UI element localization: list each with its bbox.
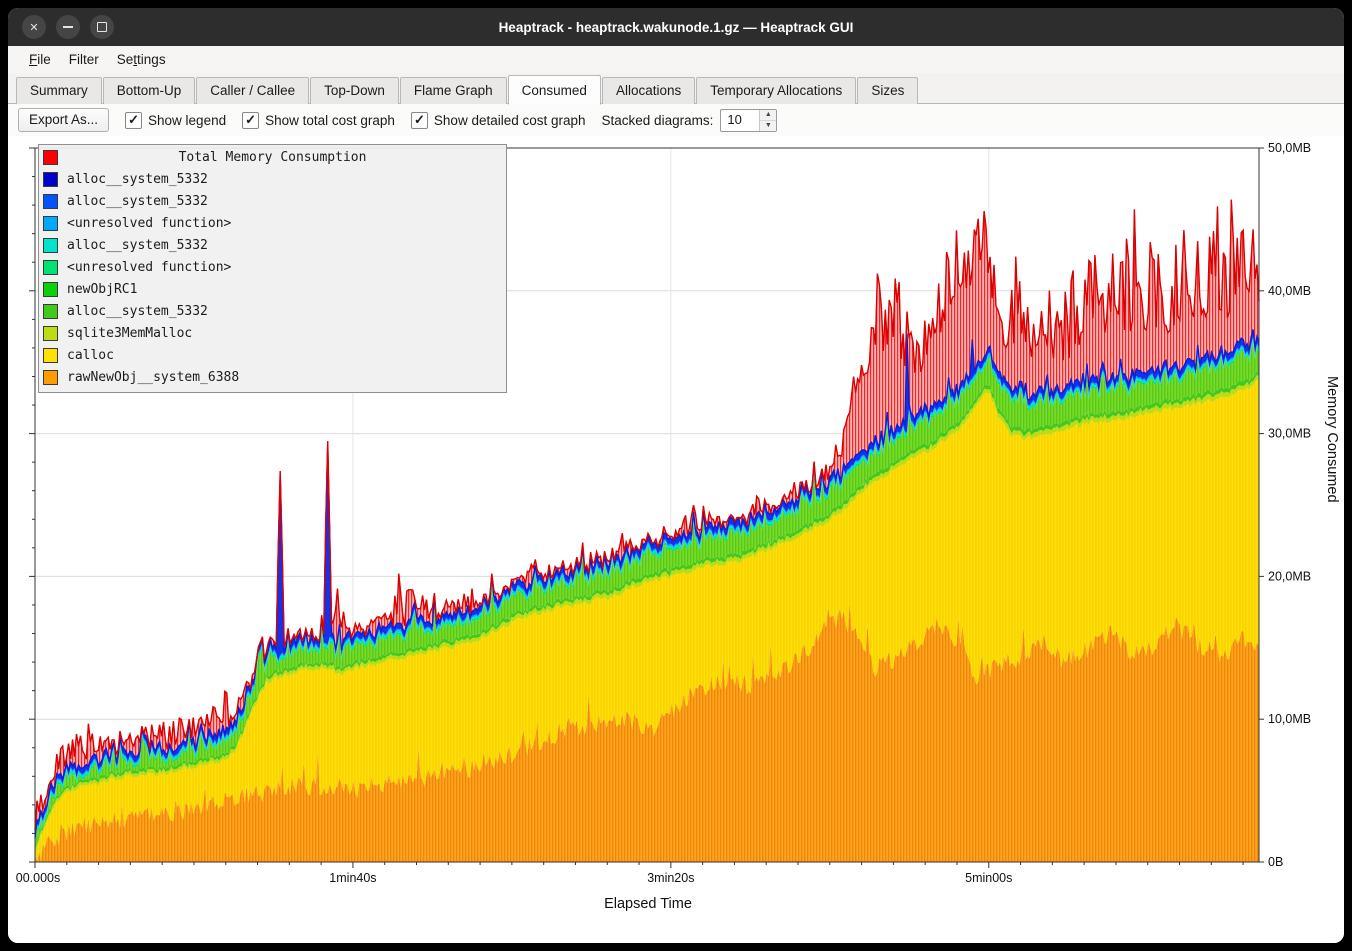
maximize-icon[interactable] <box>90 15 114 39</box>
checkbox-show-total-cost-graph[interactable]: ✓ Show total cost graph <box>242 111 395 129</box>
legend-swatch <box>43 303 58 319</box>
checkbox-label: Show legend <box>148 112 227 128</box>
legend-label: calloc <box>67 347 114 363</box>
legend-swatch <box>43 369 58 385</box>
legend-item: alloc__system_5332 <box>39 300 506 322</box>
legend-label: alloc__system_5332 <box>67 237 208 253</box>
checkbox-show-detailed-cost-graph[interactable]: ✓ Show detailed cost graph <box>410 111 586 129</box>
spin-buttons: ▲ ▼ <box>759 109 777 131</box>
legend-swatch <box>43 171 58 187</box>
legend-item: rawNewObj__system_6388 <box>39 366 506 388</box>
legend-item: calloc <box>39 344 506 366</box>
legend-item: alloc__system_5332 <box>39 190 506 212</box>
legend-item: <unresolved function> <box>39 212 506 234</box>
svg-text:30,0MB: 30,0MB <box>1268 427 1311 441</box>
spin-down-icon[interactable]: ▼ <box>760 120 777 131</box>
svg-text:3min20s: 3min20s <box>647 871 694 885</box>
close-icon[interactable]: ✕ <box>22 15 46 39</box>
tab-summary[interactable]: Summary <box>16 77 102 104</box>
app-window: ✕ Heaptrack - heaptrack.wakunode.1.gz — … <box>8 8 1344 943</box>
y-axis-title: Memory Consumed <box>1324 376 1340 503</box>
svg-text:0B: 0B <box>1268 855 1283 869</box>
tab-caller-callee[interactable]: Caller / Callee <box>196 77 310 104</box>
legend-label: rawNewObj__system_6388 <box>67 369 240 385</box>
svg-text:10,0MB: 10,0MB <box>1268 712 1311 726</box>
stacked-diagrams-label: Stacked diagrams: <box>601 112 714 128</box>
legend-swatch <box>43 347 58 363</box>
legend-item: <unresolved function> <box>39 256 506 278</box>
legend-title: Total Memory Consumption <box>178 150 367 165</box>
checkbox-label: Show detailed cost graph <box>433 112 586 128</box>
legend-swatch <box>43 193 58 209</box>
checkbox-box[interactable]: ✓ <box>242 111 260 129</box>
legend-swatch <box>43 281 58 297</box>
export-as-button[interactable]: Export As... <box>18 108 110 132</box>
legend-title-row: Total Memory Consumption <box>39 147 506 168</box>
x-axis-title: Elapsed Time <box>604 896 692 912</box>
legend-label: <unresolved function> <box>67 259 232 275</box>
menu-item-file[interactable]: File <box>29 52 51 67</box>
tab-consumed[interactable]: Consumed <box>507 75 601 105</box>
menu-item-filter[interactable]: Filter <box>68 52 99 67</box>
spin-up-icon[interactable]: ▲ <box>760 109 777 121</box>
legend-label: <unresolved function> <box>67 215 232 231</box>
menu-item-settings[interactable]: Settings <box>116 52 166 67</box>
svg-text:50,0MB: 50,0MB <box>1268 141 1311 155</box>
tab-bar: Summary Bottom-Up Caller / Callee Top-Down F… <box>8 73 1344 105</box>
legend-swatch <box>43 237 58 253</box>
svg-text:40,0MB: 40,0MB <box>1268 284 1311 298</box>
tab-allocations[interactable]: Allocations <box>601 77 696 104</box>
legend-label: alloc__system_5332 <box>67 171 208 187</box>
checkbox-label: Show total cost graph <box>265 112 395 128</box>
svg-text:00.000s: 00.000s <box>16 871 60 885</box>
tab-flame-graph[interactable]: Flame Graph <box>399 77 507 104</box>
tab-temporary-allocations[interactable]: Temporary Allocations <box>696 77 857 104</box>
legend-swatch <box>43 215 58 231</box>
stacked-diagrams-control: Stacked diagrams: 10 ▲ ▼ <box>601 108 778 132</box>
svg-text:20,0MB: 20,0MB <box>1268 569 1311 583</box>
legend-item: sqlite3MemMalloc <box>39 322 506 344</box>
consumed-chart-region: 0B 10,0MB 20,0MB 30,0MB 40,0MB 50,0MB 00.000s 1… <box>8 136 1344 943</box>
svg-text:5min00s: 5min00s <box>965 871 1012 885</box>
total-consumption-swatch <box>43 150 58 165</box>
legend-swatch <box>43 325 58 341</box>
legend-label: sqlite3MemMalloc <box>67 325 193 341</box>
memory-chart[interactable]: 0B 10,0MB 20,0MB 30,0MB 40,0MB 50,0MB 00.000s 1… <box>8 136 1344 943</box>
tab-bottom-up[interactable]: Bottom-Up <box>102 77 196 104</box>
menu-bar: File Filter Settings <box>8 46 1344 73</box>
legend-label: alloc__system_5332 <box>67 303 208 319</box>
checkbox-box[interactable]: ✓ <box>125 111 143 129</box>
svg-text:1min40s: 1min40s <box>329 871 376 885</box>
stacked-diagrams-spinbox[interactable]: 10 ▲ ▼ <box>720 108 778 132</box>
checkbox-show-legend[interactable]: ✓ Show legend <box>125 111 227 129</box>
legend-item: alloc__system_5332 <box>39 234 506 256</box>
legend-label: newObjRC1 <box>67 281 138 297</box>
legend-item: newObjRC1 <box>39 278 506 300</box>
stacked-diagrams-value[interactable]: 10 <box>727 111 742 127</box>
tab-sizes[interactable]: Sizes <box>857 77 919 104</box>
legend-swatch <box>43 259 58 275</box>
title-bar[interactable]: ✕ Heaptrack - heaptrack.wakunode.1.gz — … <box>8 8 1344 46</box>
tab-top-down[interactable]: Top-Down <box>310 77 399 104</box>
checkbox-box[interactable]: ✓ <box>410 111 428 129</box>
legend-label: alloc__system_5332 <box>67 193 208 209</box>
chart-toolbar: Export As... ✓ Show legend ✓ Show total cos… <box>8 104 1344 136</box>
window-controls: ✕ <box>22 15 114 39</box>
window-title: Heaptrack - heaptrack.wakunode.1.gz — He… <box>498 19 854 35</box>
legend-item: alloc__system_5332 <box>39 168 506 190</box>
checkbox-group: ✓ Show legend ✓ Show total cost graph ✓ Show … <box>125 111 586 129</box>
minimize-icon[interactable] <box>56 15 80 39</box>
chart-legend: Total Memory Consumption alloc__system_5… <box>38 144 507 393</box>
